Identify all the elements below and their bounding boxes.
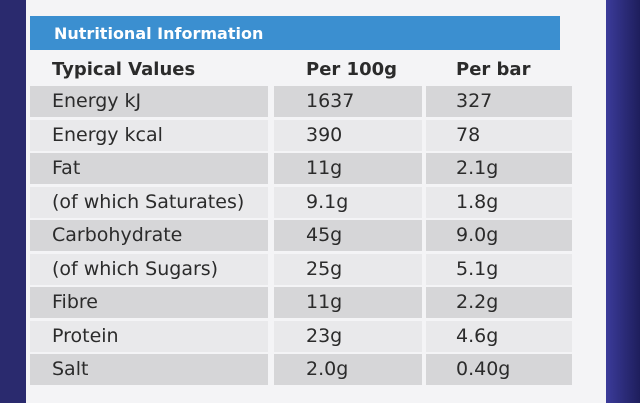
row-label: Energy kJ: [30, 86, 268, 117]
row-label: Fat: [30, 153, 268, 184]
cell-value: 0.40g: [426, 354, 572, 385]
column-header: Typical Values: [30, 54, 268, 85]
cell-value: 5.1g: [426, 253, 572, 285]
row-label: (of which Sugars): [30, 253, 268, 285]
table-title: Nutritional Information: [30, 16, 560, 50]
cell-value: 2.1g: [426, 153, 572, 184]
package-edge: [606, 0, 640, 403]
row-label: (of which Saturates): [30, 186, 268, 218]
column-header: Per bar (20g): [426, 54, 572, 111]
row-label: Fibre: [30, 287, 268, 318]
cell-value: 327: [426, 86, 572, 117]
cell-value: 1.8g: [426, 186, 572, 218]
cell-value: 23g: [274, 320, 422, 352]
cell-value: 25g: [274, 253, 422, 285]
row-label: Energy kcal: [30, 119, 268, 151]
column-header: Per 100g: [274, 54, 422, 85]
cell-value: 11g: [274, 153, 422, 184]
cell-value: 9.1g: [274, 186, 422, 218]
cell-value: 78: [426, 119, 572, 151]
cell-value: 45g: [274, 220, 422, 251]
row-label: Carbohydrate: [30, 220, 268, 251]
cell-value: 2.2g: [426, 287, 572, 318]
cell-value: 2.0g: [274, 354, 422, 385]
cell-value: 11g: [274, 287, 422, 318]
cell-value: 390: [274, 119, 422, 151]
cell-value: 9.0g: [426, 220, 572, 251]
cell-value: 4.6g: [426, 320, 572, 352]
row-label: Protein: [30, 320, 268, 352]
row-label: Salt: [30, 354, 268, 385]
cell-value: 1637: [274, 86, 422, 117]
